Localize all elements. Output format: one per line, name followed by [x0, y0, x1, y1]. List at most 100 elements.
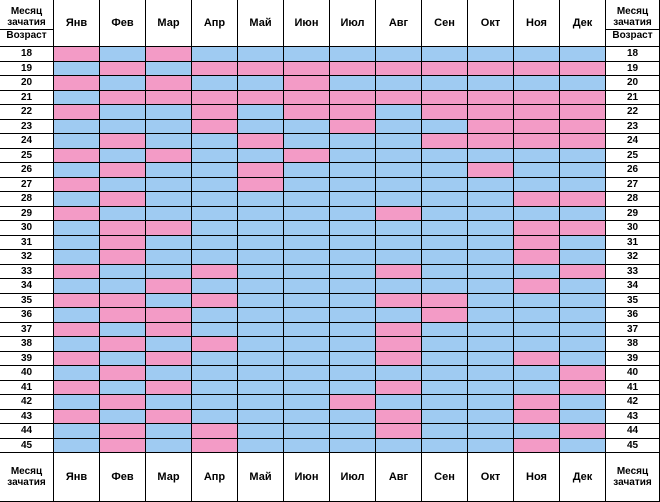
month-footer-dec: Дек — [560, 453, 606, 502]
age-label-left: 43 — [0, 410, 54, 424]
calendar-cell-29-jan — [54, 207, 100, 221]
footer-right-line1: Месяц — [616, 466, 649, 477]
calendar-cell-27-aug — [376, 178, 422, 192]
calendar-cell-39-jun — [284, 352, 330, 366]
calendar-cell-37-jul — [330, 323, 376, 337]
age-label-right: 37 — [606, 323, 660, 337]
calendar-cell-18-jun — [284, 47, 330, 62]
calendar-cell-41-aug — [376, 381, 422, 395]
calendar-cell-31-dec — [560, 236, 606, 250]
calendar-cell-44-jan — [54, 424, 100, 439]
calendar-cell-36-nov — [514, 308, 560, 323]
calendar-cell-26-may — [238, 163, 284, 178]
calendar-cell-45-mar — [146, 439, 192, 453]
calendar-cell-38-dec — [560, 337, 606, 352]
calendar-cell-27-sep — [422, 178, 468, 192]
calendar-cell-22-feb — [100, 105, 146, 120]
calendar-cell-37-aug — [376, 323, 422, 337]
calendar-cell-24-nov — [514, 134, 560, 149]
calendar-cell-44-may — [238, 424, 284, 439]
calendar-cell-27-may — [238, 178, 284, 192]
calendar-cell-19-dec — [560, 62, 606, 76]
calendar-cell-18-jan — [54, 47, 100, 62]
calendar-cell-43-sep — [422, 410, 468, 424]
age-label-left: 39 — [0, 352, 54, 366]
calendar-cell-30-dec — [560, 221, 606, 236]
calendar-cell-27-jul — [330, 178, 376, 192]
calendar-cell-35-sep — [422, 294, 468, 308]
age-label-left: 23 — [0, 120, 54, 134]
age-label-left: 33 — [0, 265, 54, 279]
age-label-right: 29 — [606, 207, 660, 221]
calendar-cell-22-nov — [514, 105, 560, 120]
calendar-cell-37-jan — [54, 323, 100, 337]
calendar-cell-23-sep — [422, 120, 468, 134]
calendar-cell-19-nov — [514, 62, 560, 76]
calendar-cell-18-sep — [422, 47, 468, 62]
age-label-right: 30 — [606, 221, 660, 236]
calendar-cell-28-sep — [422, 192, 468, 207]
calendar-cell-35-jun — [284, 294, 330, 308]
age-label-right: 20 — [606, 76, 660, 91]
calendar-cell-41-jun — [284, 381, 330, 395]
month-footer-nov: Ноя — [514, 453, 560, 502]
calendar-cell-40-mar — [146, 366, 192, 381]
month-footer-mar: Мар — [146, 453, 192, 502]
calendar-cell-29-sep — [422, 207, 468, 221]
calendar-cell-42-sep — [422, 395, 468, 410]
calendar-cell-34-jun — [284, 279, 330, 294]
calendar-cell-33-aug — [376, 265, 422, 279]
calendar-cell-25-jan — [54, 149, 100, 163]
header-right-line3: Возраст — [612, 29, 653, 41]
calendar-cell-45-aug — [376, 439, 422, 453]
calendar-cell-32-jan — [54, 250, 100, 265]
calendar-cell-32-jul — [330, 250, 376, 265]
calendar-cell-23-apr — [192, 120, 238, 134]
footer-right-label: Месяц зачатия — [606, 453, 660, 502]
calendar-cell-38-nov — [514, 337, 560, 352]
age-label-right: 28 — [606, 192, 660, 207]
calendar-cell-45-jan — [54, 439, 100, 453]
footer-left-label: Месяц зачатия — [0, 453, 54, 502]
calendar-cell-32-feb — [100, 250, 146, 265]
calendar-cell-21-sep — [422, 91, 468, 105]
calendar-cell-41-feb — [100, 381, 146, 395]
age-label-left: 30 — [0, 221, 54, 236]
calendar-cell-41-jul — [330, 381, 376, 395]
calendar-cell-39-jul — [330, 352, 376, 366]
calendar-cell-41-may — [238, 381, 284, 395]
calendar-cell-20-oct — [468, 76, 514, 91]
calendar-cell-39-nov — [514, 352, 560, 366]
calendar-cell-25-jun — [284, 149, 330, 163]
calendar-cell-20-apr — [192, 76, 238, 91]
calendar-cell-45-feb — [100, 439, 146, 453]
calendar-cell-20-jun — [284, 76, 330, 91]
calendar-cell-36-oct — [468, 308, 514, 323]
calendar-cell-26-dec — [560, 163, 606, 178]
month-header-jul: Июл — [330, 0, 376, 47]
calendar-cell-29-apr — [192, 207, 238, 221]
calendar-cell-36-feb — [100, 308, 146, 323]
age-label-right: 33 — [606, 265, 660, 279]
calendar-cell-19-oct — [468, 62, 514, 76]
calendar-cell-30-aug — [376, 221, 422, 236]
calendar-cell-24-dec — [560, 134, 606, 149]
calendar-cell-21-jan — [54, 91, 100, 105]
calendar-cell-28-oct — [468, 192, 514, 207]
calendar-cell-32-apr — [192, 250, 238, 265]
calendar-cell-33-jun — [284, 265, 330, 279]
calendar-cell-45-sep — [422, 439, 468, 453]
footer-left-line1: Месяц — [10, 466, 43, 477]
calendar-cell-29-feb — [100, 207, 146, 221]
month-header-sep: Сен — [422, 0, 468, 47]
age-label-left: 36 — [0, 308, 54, 323]
month-footer-jan: Янв — [54, 453, 100, 502]
calendar-cell-33-mar — [146, 265, 192, 279]
calendar-cell-44-jul — [330, 424, 376, 439]
age-label-right: 18 — [606, 47, 660, 62]
calendar-cell-25-aug — [376, 149, 422, 163]
calendar-cell-40-feb — [100, 366, 146, 381]
calendar-cell-18-nov — [514, 47, 560, 62]
calendar-cell-26-aug — [376, 163, 422, 178]
